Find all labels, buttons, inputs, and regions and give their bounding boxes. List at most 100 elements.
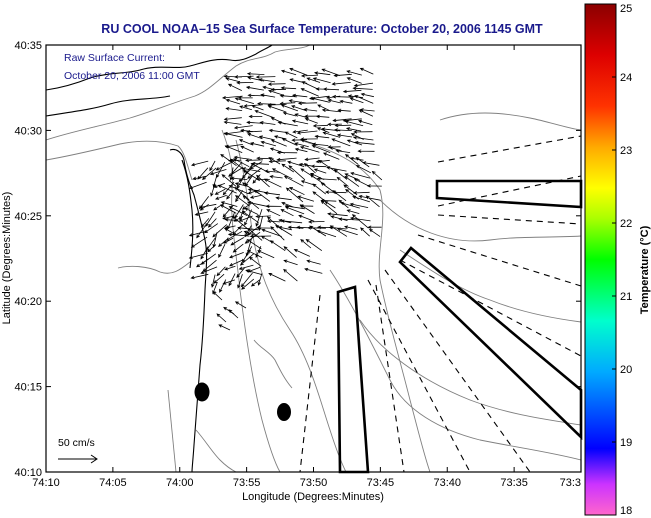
current-vector	[257, 101, 276, 106]
x-tick-label: 74:00	[166, 477, 194, 489]
current-vector	[212, 291, 223, 301]
current-vector	[246, 250, 263, 258]
x-tick-label: 73:35	[500, 477, 528, 489]
current-vector	[315, 114, 330, 119]
current-vector	[232, 223, 244, 236]
x-tick-label: 73:45	[367, 477, 395, 489]
current-vector	[321, 108, 341, 113]
current-vector	[268, 157, 281, 165]
current-vector	[357, 149, 375, 153]
current-vector	[333, 128, 352, 132]
current-vector	[297, 101, 318, 106]
current-vector	[223, 132, 243, 138]
current-vector	[254, 110, 274, 118]
current-vector	[191, 160, 209, 167]
current-vector	[303, 163, 316, 174]
current-vector	[238, 139, 254, 146]
x-tick-label: 74:10	[32, 477, 60, 489]
current-vector	[241, 201, 254, 210]
current-vector	[260, 140, 277, 147]
current-vector	[215, 161, 234, 171]
current-vector	[338, 217, 360, 221]
current-vector	[294, 147, 308, 153]
colorbar-tick-label: 19	[620, 437, 632, 449]
current-vector	[300, 239, 312, 249]
current-vector	[222, 204, 234, 218]
current-vector	[245, 158, 263, 163]
current-vector	[261, 228, 282, 237]
current-vector	[300, 74, 319, 78]
current-vector	[296, 130, 318, 135]
current-vector	[351, 214, 369, 229]
current-vector	[349, 97, 364, 104]
current-vector	[232, 243, 244, 253]
current-vector	[316, 229, 337, 238]
current-vector	[344, 175, 360, 187]
current-vector	[304, 157, 320, 162]
x-axis-label: Longitude (Degrees:Minutes)	[242, 491, 384, 503]
current-vector	[246, 130, 263, 134]
current-vector	[197, 167, 209, 180]
current-vector	[234, 204, 244, 219]
current-vector	[244, 225, 252, 238]
current-vector	[248, 256, 262, 267]
current-vector	[246, 239, 262, 250]
current-vector	[200, 246, 209, 260]
current-vector	[224, 145, 243, 153]
current-vector	[279, 101, 296, 106]
current-vector	[277, 121, 298, 127]
current-vector	[236, 80, 254, 85]
current-vector	[287, 225, 304, 230]
current-vector	[228, 273, 236, 287]
x-axis-ticks: 74:10 74:05 74:00 73:55 73:50 73:45 73:40 73:35…	[32, 45, 582, 489]
current-vector	[209, 160, 216, 172]
current-vector	[248, 114, 263, 119]
current-vector	[285, 187, 304, 203]
current-vector	[247, 167, 262, 179]
current-vector	[213, 183, 226, 188]
current-vector	[327, 212, 348, 217]
current-vector	[270, 139, 287, 147]
current-vector	[207, 218, 217, 228]
y-tick-label: 40:30	[14, 125, 42, 137]
current-vector	[282, 111, 297, 117]
current-vector	[283, 259, 298, 266]
current-vector	[281, 202, 294, 208]
current-vector	[338, 199, 349, 209]
current-vector	[308, 220, 325, 224]
current-vector	[258, 135, 274, 140]
current-vector	[297, 195, 315, 202]
current-vector	[284, 206, 305, 215]
current-vector	[324, 190, 347, 194]
current-vector	[257, 250, 275, 259]
current-vector	[291, 105, 308, 112]
current-vector	[244, 231, 261, 244]
current-vector	[200, 218, 210, 228]
current-vector	[349, 216, 371, 222]
current-vector	[289, 67, 308, 76]
current-vector	[213, 273, 225, 284]
current-vector	[310, 97, 330, 103]
current-vector	[293, 249, 310, 257]
current-vector	[235, 190, 244, 203]
current-vector	[283, 175, 304, 187]
current-vector	[229, 167, 234, 181]
current-vector	[240, 272, 253, 288]
current-vector	[352, 191, 370, 195]
buoy-marker	[194, 382, 210, 402]
current-vector	[344, 173, 361, 181]
current-vector	[190, 236, 208, 248]
current-vector	[275, 196, 292, 201]
current-vector	[238, 215, 253, 222]
radial-dashed-lines	[299, 135, 582, 473]
bathymetry-contours	[45, 44, 582, 473]
colorbar-tick-label: 25	[620, 3, 632, 15]
current-vector	[268, 128, 286, 133]
current-vector	[306, 259, 321, 265]
current-vector	[342, 89, 362, 94]
current-vector	[239, 253, 255, 266]
current-vector	[237, 274, 243, 289]
current-vector	[271, 168, 293, 180]
current-vector	[250, 142, 265, 147]
current-vector	[314, 134, 330, 139]
